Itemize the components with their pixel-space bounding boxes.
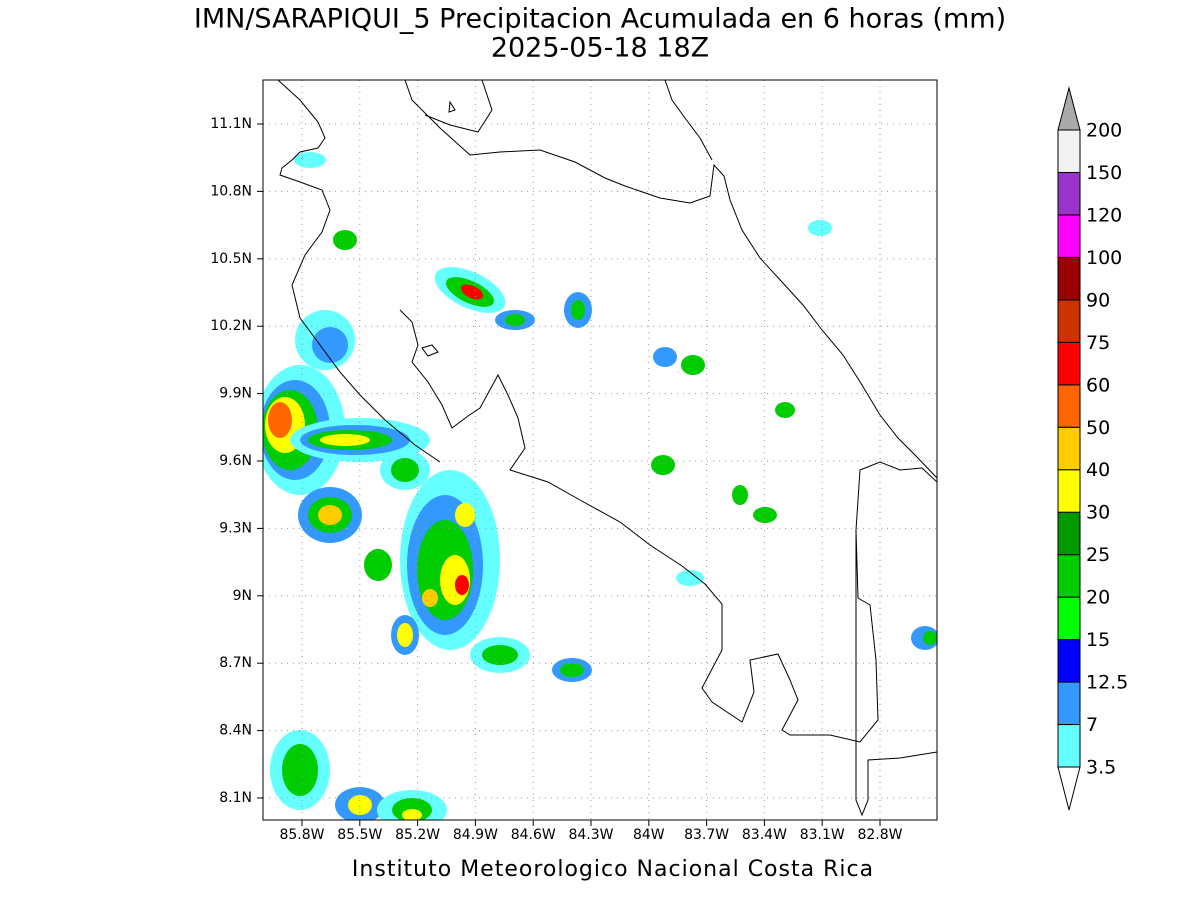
colorbar-box [1057, 341, 1081, 386]
lon-label: 83.7W [684, 827, 729, 843]
colorbar-label: 60 [1086, 374, 1110, 396]
colorbar-label: 12.5 [1086, 672, 1128, 694]
lat-label: 10.5N [210, 251, 252, 267]
lon-label: 82.8W [857, 827, 902, 843]
lat-label: 9N [233, 588, 252, 604]
lon-label: 84.9W [453, 827, 498, 843]
lat-label: 10.8N [210, 183, 252, 199]
lat-label: 8.1N [219, 790, 252, 806]
lat-label: 8.4N [219, 723, 252, 739]
lat-label: 9.9N [219, 386, 252, 402]
colorbar-box [1057, 426, 1081, 471]
colorbar-box [1057, 384, 1081, 428]
lon-label: 85.2W [395, 827, 440, 843]
colorbar-box [1057, 214, 1081, 258]
colorbar-box [1057, 681, 1081, 726]
precipitation [263, 152, 937, 820]
map [263, 80, 937, 820]
colorbar-box [1057, 639, 1081, 683]
axes: 85.8W 85.5W 85.2W 84.9W 84.6W 84.3W 84W 83.7W 83… [210, 116, 902, 843]
colorbar-label: 7 [1086, 714, 1098, 736]
colorbar-label: 40 [1086, 459, 1110, 481]
colorbar-label: 50 [1086, 417, 1110, 439]
lat-label: 11.1N [210, 116, 252, 132]
colorbar-box [1057, 469, 1081, 513]
lon-label: 85.5W [337, 827, 382, 843]
colorbar-label: 90 [1086, 289, 1110, 311]
subtitle: 2025-05-18 18Z [491, 33, 709, 64]
lon-label: 84W [633, 827, 665, 843]
lat-label: 9.3N [219, 520, 252, 536]
colorbar-label: 15 [1086, 629, 1110, 651]
lat-label: 10.2N [210, 318, 252, 334]
map-frame [262, 79, 938, 821]
colorbar: 3.5 7 12.5 15 20 25 30 40 50 60 75 90 100 120 150 200 [1057, 86, 1128, 811]
colorbar-label: 200 [1086, 120, 1122, 142]
lon-label: 84.6W [511, 827, 556, 843]
colorbar-box [1057, 554, 1081, 598]
colorbar-box [1057, 129, 1081, 173]
colorbar-label: 3.5 [1086, 757, 1116, 779]
colorbar-box [1057, 596, 1081, 641]
colorbar-label: 120 [1086, 204, 1122, 226]
colorbar-box [1057, 299, 1081, 343]
colorbar-label: 100 [1086, 247, 1122, 269]
colorbar-label: 30 [1086, 502, 1110, 524]
lat-label: 9.6N [219, 453, 252, 469]
colorbar-box [1057, 511, 1081, 556]
grid [263, 80, 937, 820]
colorbar-below [1057, 766, 1081, 811]
colorbar-label: 75 [1086, 332, 1110, 354]
lon-label: 85.8W [279, 827, 324, 843]
colorbar-box [1057, 724, 1081, 768]
lon-label: 83.4W [742, 827, 787, 843]
lon-label: 83.1W [800, 827, 845, 843]
lat-label: 8.7N [219, 655, 252, 671]
colorbar-label: 150 [1086, 162, 1122, 184]
coastlines [277, 80, 937, 817]
lon-label: 84.3W [568, 827, 613, 843]
colorbar-box [1057, 256, 1081, 301]
colorbar-box [1057, 171, 1081, 216]
footer: Instituto Meteorologico Nacional Costa R… [352, 857, 874, 882]
colorbar-label: 25 [1086, 544, 1110, 566]
colorbar-label: 20 [1086, 587, 1110, 609]
colorbar-above [1057, 86, 1081, 131]
title: IMN/SARAPIQUI_5 Precipitacion Acumulada … [194, 4, 1006, 35]
